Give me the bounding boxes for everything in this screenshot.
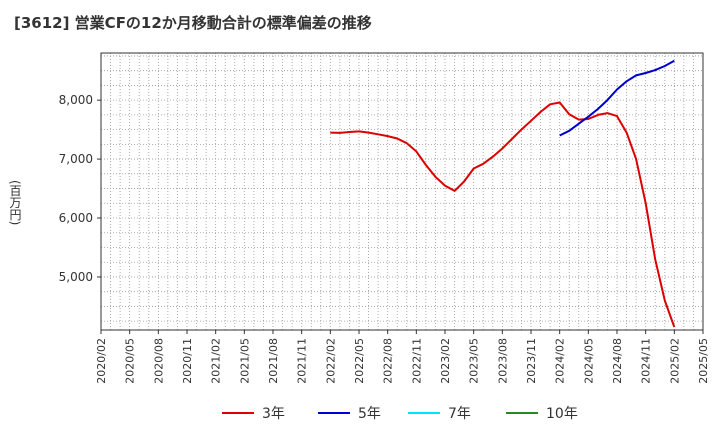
y-tick-label: 8,000	[59, 93, 93, 107]
chart-title: [3612] 営業CFの12か月移動合計の標準偏差の推移	[14, 14, 372, 32]
x-tick-label: 2021/05	[238, 338, 251, 384]
x-tick-label: 2022/02	[324, 338, 337, 384]
x-tick-label: 2023/05	[468, 338, 481, 384]
x-tick-label: 2020/11	[181, 338, 194, 384]
series-line	[330, 101, 676, 328]
y-tick-label: 6,000	[59, 211, 93, 225]
x-tick-label: 2023/02	[439, 338, 452, 384]
series-lines	[330, 59, 676, 328]
x-tick-label: 2021/02	[210, 338, 223, 384]
x-tick-label: 2022/08	[382, 338, 395, 384]
x-tick-label: 2023/11	[525, 338, 538, 384]
x-tick-label: 2024/05	[582, 338, 595, 384]
legend-label: 5年	[358, 406, 381, 422]
x-tick-label: 2021/11	[296, 338, 309, 384]
y-axis-ticks: 5,000 6,000 7,000 8,000	[59, 93, 101, 284]
x-tick-label: 2025/05	[697, 338, 710, 384]
x-tick-label: 2024/02	[554, 338, 567, 384]
x-tick-label: 2020/02	[95, 338, 108, 384]
legend-label: 7年	[448, 406, 471, 422]
x-tick-label: 2024/11	[640, 338, 653, 384]
legend-label: 10年	[546, 406, 578, 422]
plot-area-frame	[100, 52, 704, 331]
x-tick-label: 2025/02	[668, 338, 681, 384]
x-tick-label: 2020/08	[152, 338, 165, 384]
x-tick-label: 2021/08	[267, 338, 280, 384]
x-tick-label: 2023/08	[496, 338, 509, 384]
x-tick-label: 2022/05	[353, 338, 366, 384]
series-line	[559, 59, 675, 137]
y-tick-label: 5,000	[59, 270, 93, 284]
x-tick-label: 2024/08	[611, 338, 624, 384]
legend-label: 3年	[262, 406, 285, 422]
x-axis-ticks: 2020/02 2020/05 2020/08 2020/11 2021/02 2021/…	[95, 330, 710, 384]
y-axis-label: (百万円)	[8, 180, 22, 226]
grid-lines	[101, 53, 703, 330]
y-tick-label: 7,000	[59, 152, 93, 166]
x-tick-label: 2020/05	[124, 338, 137, 384]
x-tick-label: 2022/11	[410, 338, 423, 384]
legend: 3年 5年 7年 10年	[222, 406, 578, 422]
